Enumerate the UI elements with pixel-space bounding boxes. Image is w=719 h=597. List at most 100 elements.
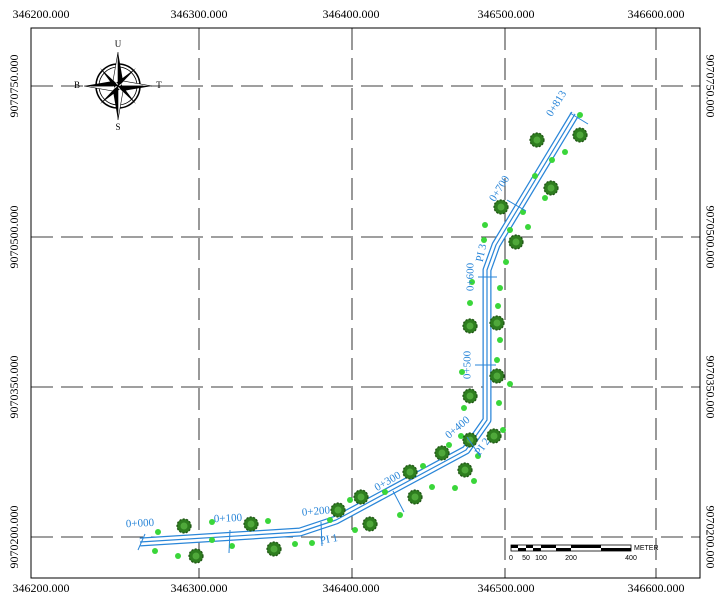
tree xyxy=(512,238,520,246)
shrub xyxy=(420,463,426,469)
coord-label: 346200.000 xyxy=(13,7,70,21)
shrub xyxy=(352,527,358,533)
tree xyxy=(490,432,498,440)
shrub xyxy=(152,548,158,554)
coord-label: 9070750.000 xyxy=(7,55,21,118)
coord-label: 346300.000 xyxy=(171,7,228,21)
compass-label: T xyxy=(156,80,162,90)
station-label: 0+500 xyxy=(462,350,474,379)
tree xyxy=(411,493,419,501)
road xyxy=(139,112,578,546)
tree xyxy=(192,552,200,560)
shrub xyxy=(265,518,271,524)
scale-segment xyxy=(601,548,631,551)
tree xyxy=(461,466,469,474)
shrub xyxy=(209,537,215,543)
tree xyxy=(493,319,501,327)
scale-label: 200 xyxy=(565,555,577,562)
shrub xyxy=(327,517,333,523)
scale-label: 50 xyxy=(522,555,530,562)
shrub xyxy=(209,519,215,525)
shrub xyxy=(520,209,526,215)
coord-label: 346500.000 xyxy=(478,7,535,21)
shrub xyxy=(497,285,503,291)
coord-label: 9070500.000 xyxy=(7,206,21,269)
shrub xyxy=(347,497,353,503)
shrub xyxy=(382,489,388,495)
tree xyxy=(533,136,541,144)
station-label: 0+200 xyxy=(301,504,331,518)
shrub xyxy=(309,540,315,546)
tree xyxy=(547,184,555,192)
station-tick xyxy=(137,533,146,551)
coord-label: 346600.000 xyxy=(628,7,685,21)
station-tick xyxy=(320,521,323,547)
shrub xyxy=(229,543,235,549)
shrub xyxy=(577,112,583,118)
shrub xyxy=(494,357,500,363)
shrub xyxy=(532,173,538,179)
compass: U S B T xyxy=(74,39,162,132)
shrub xyxy=(292,541,298,547)
shrub xyxy=(471,478,477,484)
station-tick xyxy=(569,112,589,125)
tree xyxy=(493,372,501,380)
tree xyxy=(466,322,474,330)
shrub xyxy=(503,259,509,265)
coord-label: 346500.000 xyxy=(478,581,535,595)
scale-segment xyxy=(533,548,541,551)
shrub xyxy=(461,405,467,411)
station-tick xyxy=(228,529,231,554)
shrub xyxy=(562,149,568,155)
shrub xyxy=(507,381,513,387)
scale-unit: METER xyxy=(634,545,659,552)
map-frame xyxy=(30,27,701,579)
tree xyxy=(576,131,584,139)
coord-label: 346400.000 xyxy=(323,581,380,595)
shrub xyxy=(175,553,181,559)
scale-segment xyxy=(541,545,556,548)
scale-segment xyxy=(526,545,533,548)
coord-label: 9070200.000 xyxy=(7,506,21,569)
coord-label: 9070350.000 xyxy=(703,356,717,419)
coord-label: 9070500.000 xyxy=(703,206,717,269)
compass-label: B xyxy=(74,80,80,90)
tree xyxy=(497,203,505,211)
shrub xyxy=(496,400,502,406)
tree xyxy=(466,392,474,400)
station-label: 0+000 xyxy=(126,517,155,530)
shrub xyxy=(469,279,475,285)
scale-label: 0 xyxy=(509,555,513,562)
road-centerline xyxy=(139,113,576,543)
tree xyxy=(366,520,374,528)
pi-label: PI 3 xyxy=(474,242,490,263)
scale-label: 400 xyxy=(625,555,637,562)
station-label: 0+600 xyxy=(465,262,477,291)
shrub xyxy=(542,195,548,201)
coord-label: 346400.000 xyxy=(323,7,380,21)
shrub xyxy=(549,157,555,163)
shrub xyxy=(397,512,403,518)
tree xyxy=(357,493,365,501)
coord-label: 346300.000 xyxy=(171,581,228,595)
shrub xyxy=(507,227,513,233)
shrub xyxy=(495,303,501,309)
shrub xyxy=(467,300,473,306)
shrub xyxy=(481,237,487,243)
scale-segment xyxy=(571,545,601,548)
tree xyxy=(438,449,446,457)
shrub xyxy=(500,427,506,433)
shrub xyxy=(482,222,488,228)
shrub xyxy=(452,485,458,491)
pi-label: PI 1 xyxy=(319,532,339,547)
shrub xyxy=(446,442,452,448)
shrub xyxy=(497,337,503,343)
tree xyxy=(406,468,414,476)
scale-segment xyxy=(511,545,518,548)
station-tick xyxy=(392,490,405,513)
tree xyxy=(180,522,188,530)
shrub xyxy=(459,369,465,375)
station-tick xyxy=(506,199,527,212)
